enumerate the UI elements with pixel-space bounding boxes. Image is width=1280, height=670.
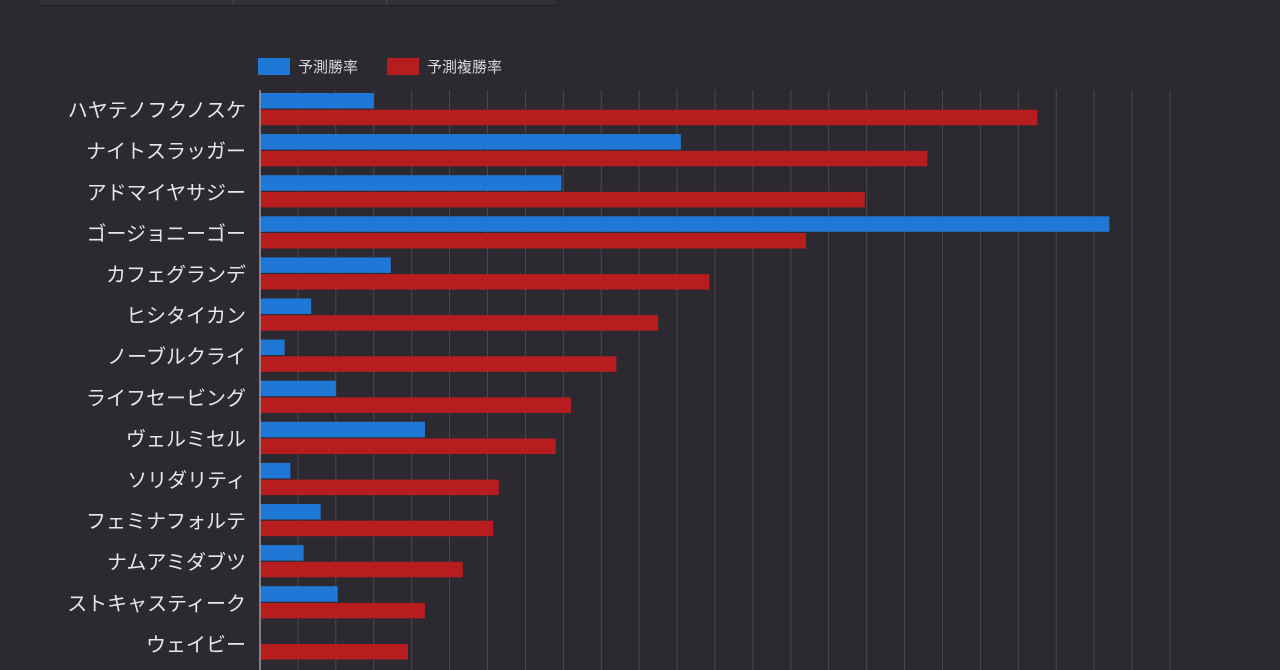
- category-label: アドマイヤサジー: [87, 180, 246, 204]
- bar: [260, 602, 425, 619]
- bar: [260, 257, 391, 273]
- bar: [260, 462, 291, 479]
- bar: [260, 397, 571, 413]
- category-label: ナムアミダブツ: [107, 550, 246, 574]
- category-label: ハヤテノフクノスケ: [68, 98, 246, 122]
- bar: [260, 438, 556, 454]
- top-tab-strip: [40, 0, 556, 6]
- bar: [260, 644, 408, 660]
- category-label: カフェグランデ: [106, 263, 246, 287]
- bar: [260, 421, 425, 438]
- bar: [260, 298, 312, 314]
- legend-swatch: [258, 58, 290, 75]
- tab-divider: [233, 0, 234, 5]
- bar: [260, 545, 304, 561]
- bar: [260, 586, 338, 602]
- bar: [260, 315, 659, 331]
- bar: [260, 520, 494, 537]
- legend-swatch: [387, 58, 419, 75]
- category-label: フェミナフォルテ: [86, 509, 246, 533]
- category-label: ナイトスラッガー: [86, 139, 246, 163]
- category-label: ヒシタイカン: [126, 304, 246, 328]
- category-label: ライフセービング: [86, 386, 246, 410]
- category-label: ノーブルクライ: [107, 345, 246, 369]
- bar: [260, 150, 928, 167]
- legend-label: 予測勝率: [298, 58, 358, 76]
- bar: [260, 356, 617, 372]
- bar: [260, 93, 374, 109]
- category-label: ゴージョニーゴー: [86, 221, 246, 245]
- bar: [260, 216, 1110, 232]
- bar: [260, 175, 562, 191]
- bar: [260, 380, 336, 397]
- legend-label: 予測複勝率: [427, 58, 502, 76]
- tab-divider: [386, 0, 387, 5]
- bar: [260, 339, 285, 356]
- category-label: ソリダリティ: [127, 468, 246, 492]
- bar: [260, 504, 321, 520]
- bar: [260, 479, 499, 496]
- category-label: ヴェルミセル: [126, 427, 246, 451]
- category-label: ウェイビー: [146, 632, 246, 656]
- category-label: ストキャスティーク: [67, 591, 246, 615]
- bar: [260, 233, 806, 249]
- bar: [260, 134, 681, 150]
- bar: [260, 109, 1038, 126]
- bar: [260, 191, 865, 208]
- bar: [260, 561, 463, 578]
- bar: [260, 274, 710, 290]
